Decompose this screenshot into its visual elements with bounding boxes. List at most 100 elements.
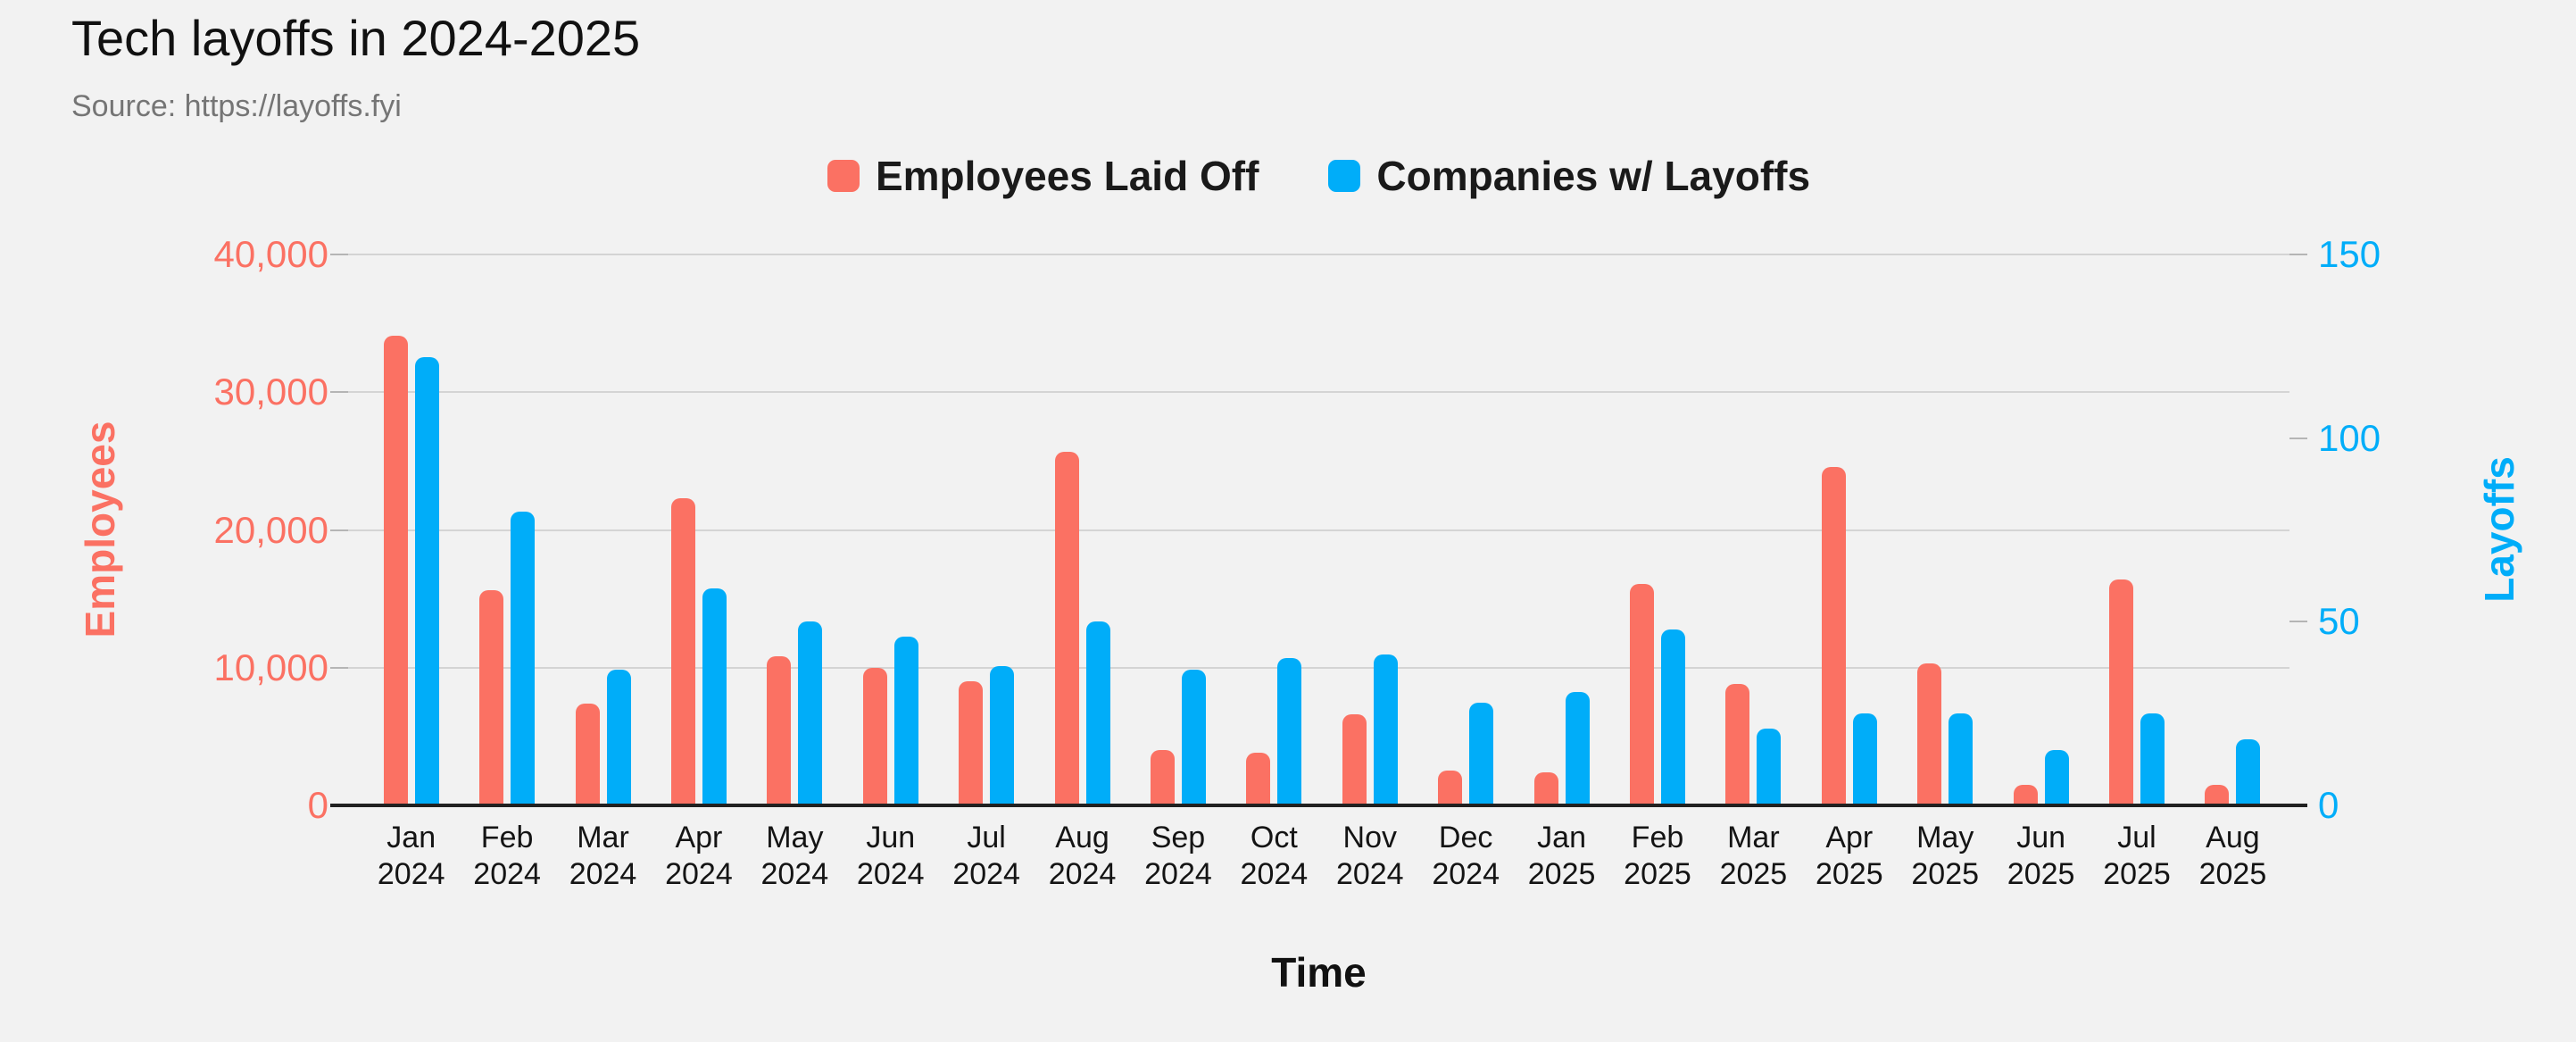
- y-right-tickmark-150: [2289, 254, 2307, 255]
- y-right-tickmark-50: [2289, 621, 2307, 623]
- y-left-tickmark-20000: [330, 529, 348, 531]
- bar-employees-nov-2024[interactable]: [1342, 714, 1367, 805]
- bar-employees-jul-2024[interactable]: [959, 681, 984, 805]
- x-axis-line: [348, 804, 2289, 807]
- y-axis-left-labels: 0 10,000 20,000 30,000 40,000: [0, 233, 328, 826]
- axis-title-employees: Employees: [77, 421, 123, 638]
- bar-employees-mar-2024[interactable]: [575, 703, 600, 805]
- bar-employees-jun-2025[interactable]: [2013, 784, 2038, 805]
- bar-employees-jan-2025[interactable]: [1533, 771, 1558, 805]
- bar-group-mar-2024: Mar 2024: [555, 254, 651, 891]
- bar-group-aug-2025: Aug 2025: [2185, 254, 2281, 891]
- y-left-tick-label-0: 0: [307, 784, 328, 826]
- y-left-tick-label-30-000: 30,000: [213, 371, 328, 413]
- gridline-10000: [348, 666, 2289, 669]
- x-tick-label-may-2024: May 2024: [760, 821, 829, 891]
- source-note: Source: https://layoffs.fyi: [71, 89, 402, 123]
- bar-employees-feb-2024[interactable]: [479, 590, 504, 805]
- y-left-tick-label-20-000: 20,000: [213, 508, 328, 551]
- y-right-tick-label-0: 0: [2318, 784, 2339, 826]
- y-left-tickmark-0: [330, 804, 348, 807]
- legend-item-companies[interactable]: Companies w/ Layoffs: [1328, 152, 1810, 200]
- bar-group-apr-2024: Apr 2024: [651, 254, 746, 891]
- bar-employees-feb-2025[interactable]: [1629, 583, 1654, 805]
- y-axis-left-ticks: [330, 254, 348, 807]
- bar-employees-jun-2024[interactable]: [862, 667, 887, 805]
- x-tick-label-may-2025: May 2025: [1911, 821, 1980, 891]
- x-tick-label-aug-2025: Aug 2025: [2198, 821, 2267, 891]
- bar-companies-jan-2025[interactable]: [1565, 691, 1590, 805]
- legend-item-employees[interactable]: Employees Laid Off: [827, 152, 1259, 200]
- bar-companies-oct-2024[interactable]: [1277, 658, 1302, 805]
- y-left-tickmark-10000: [330, 666, 348, 669]
- y-axis-right-labels: 0 50 100 150: [2318, 233, 2541, 826]
- x-tick-label-jul-2024: Jul 2024: [952, 821, 1020, 891]
- bar-group-may-2025: May 2025: [1898, 254, 1993, 891]
- bar-employees-may-2024[interactable]: [767, 656, 792, 805]
- bar-employees-oct-2024[interactable]: [1246, 753, 1271, 805]
- y-axis-right-ticks: [2289, 254, 2307, 807]
- legend-label-companies: Companies w/ Layoffs: [1376, 153, 1811, 199]
- bar-companies-apr-2025[interactable]: [1852, 713, 1877, 805]
- bar-companies-jun-2025[interactable]: [2044, 750, 2069, 805]
- bar-companies-may-2024[interactable]: [798, 621, 823, 805]
- bar-companies-sep-2024[interactable]: [1181, 669, 1206, 805]
- x-tick-label-jun-2024: Jun 2024: [856, 821, 925, 891]
- x-tick-label-jun-2025: Jun 2025: [2007, 821, 2075, 891]
- legend: Employees Laid Off Companies w/ Layoffs: [348, 152, 2289, 200]
- bar-companies-mar-2024[interactable]: [606, 669, 631, 805]
- bar-companies-jul-2024[interactable]: [990, 665, 1015, 805]
- bar-companies-dec-2024[interactable]: [1469, 702, 1494, 805]
- bar-companies-feb-2024[interactable]: [511, 511, 536, 805]
- bar-group-jan-2025: Jan 2025: [1514, 254, 1609, 891]
- y-right-tickmark-100: [2289, 437, 2307, 439]
- legend-label-employees: Employees Laid Off: [875, 153, 1259, 199]
- bar-companies-jul-2025[interactable]: [2140, 713, 2165, 805]
- bar-employees-may-2025[interactable]: [1917, 663, 1942, 805]
- bar-companies-aug-2024[interactable]: [1085, 621, 1110, 805]
- bar-companies-aug-2025[interactable]: [2236, 738, 2261, 805]
- bar-group-jun-2025: Jun 2025: [1993, 254, 2089, 891]
- legend-swatch-companies-icon: [1328, 160, 1361, 192]
- x-tick-label-mar-2024: Mar 2024: [569, 821, 637, 891]
- bar-group-sep-2024: Sep 2024: [1130, 254, 1226, 891]
- bar-group-jun-2024: Jun 2024: [843, 254, 938, 891]
- bar-group-aug-2024: Aug 2024: [1035, 254, 1130, 891]
- bar-employees-aug-2025[interactable]: [2205, 784, 2230, 805]
- bar-groups: Jan 2024 Feb 2024 Mar 2024 Apr 2024 May 2024…: [348, 254, 2289, 891]
- bar-employees-apr-2024[interactable]: [670, 498, 695, 805]
- bar-companies-may-2025[interactable]: [1949, 713, 1974, 805]
- x-tick-label-nov-2024: Nov 2024: [1335, 821, 1404, 891]
- bar-employees-mar-2025[interactable]: [1725, 684, 1750, 805]
- bar-companies-jun-2024[interactable]: [893, 636, 918, 805]
- x-tick-label-apr-2024: Apr 2024: [665, 821, 733, 891]
- bar-group-dec-2024: Dec 2024: [1417, 254, 1513, 891]
- x-tick-label-apr-2025: Apr 2025: [1815, 821, 1883, 891]
- bar-companies-feb-2025[interactable]: [1660, 629, 1685, 805]
- x-tick-label-dec-2024: Dec 2024: [1432, 821, 1500, 891]
- bar-employees-jul-2025[interactable]: [2109, 579, 2134, 805]
- bar-companies-mar-2025[interactable]: [1757, 728, 1782, 805]
- y-right-tick-label-50: 50: [2318, 600, 2360, 643]
- bar-group-feb-2024: Feb 2024: [459, 254, 554, 891]
- bar-group-jul-2025: Jul 2025: [2089, 254, 2184, 891]
- x-tick-label-aug-2024: Aug 2024: [1048, 821, 1117, 891]
- bar-employees-sep-2024[interactable]: [1150, 750, 1175, 805]
- bar-employees-aug-2024[interactable]: [1054, 451, 1079, 805]
- bar-group-oct-2024: Oct 2024: [1226, 254, 1322, 891]
- y-left-tickmark-30000: [330, 391, 348, 394]
- bar-employees-apr-2025[interactable]: [1821, 466, 1846, 805]
- y-right-tickmark-0: [2289, 804, 2307, 807]
- bar-companies-jan-2024[interactable]: [414, 357, 439, 805]
- bar-employees-dec-2024[interactable]: [1438, 771, 1463, 805]
- y-left-tick-label-40-000: 40,000: [213, 233, 328, 275]
- bar-employees-jan-2024[interactable]: [383, 336, 408, 805]
- bar-companies-nov-2024[interactable]: [1373, 654, 1398, 805]
- bar-companies-apr-2024[interactable]: [702, 588, 727, 805]
- x-tick-label-jul-2025: Jul 2025: [2103, 821, 2171, 891]
- y-right-tick-label-100: 100: [2318, 416, 2381, 459]
- bar-group-may-2024: May 2024: [747, 254, 843, 891]
- axis-title-time: Time: [1271, 949, 1367, 996]
- x-tick-label-oct-2024: Oct 2024: [1240, 821, 1309, 891]
